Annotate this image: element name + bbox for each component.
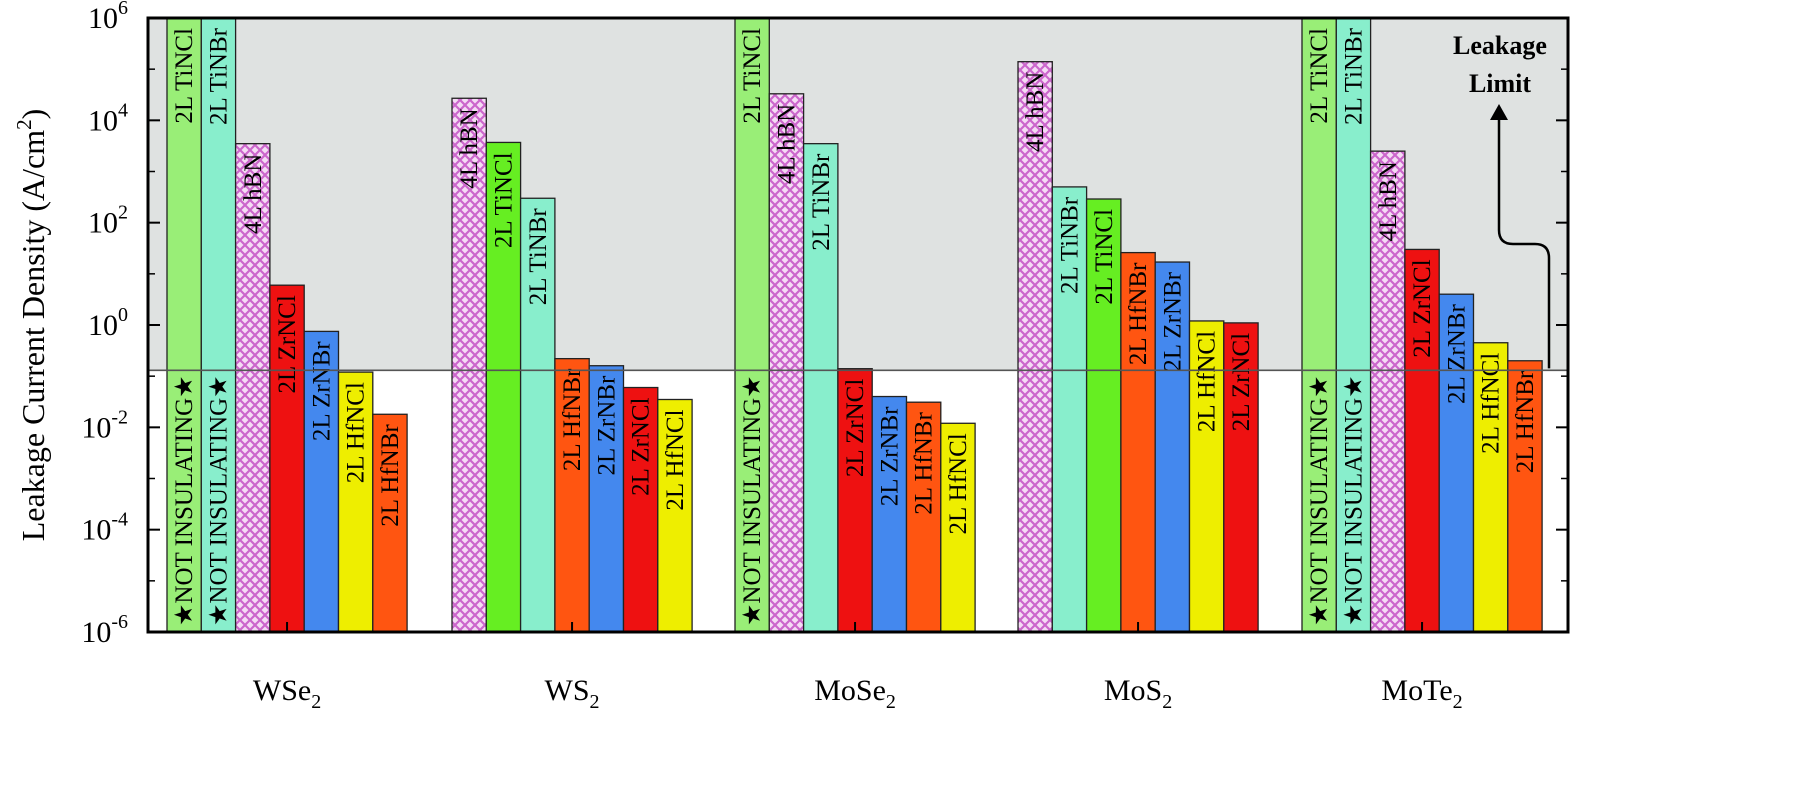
bar	[1223, 322, 1259, 633]
bar	[1369, 150, 1406, 633]
bar-label: 2L TiNBr	[808, 153, 835, 251]
category-label: MoSe2	[814, 674, 896, 713]
category-label: MoTe2	[1381, 674, 1462, 713]
bar	[802, 143, 839, 633]
bar-label: 2L HfNBr	[377, 424, 404, 527]
bar-label: 2L HfNCl	[343, 382, 370, 483]
y-axis-title: Leakage Current Density (A/cm2)	[12, 109, 51, 542]
bar-label: 2L TiNBr	[1340, 27, 1367, 125]
bar	[166, 17, 202, 633]
bar-group-mos2: 4L hBN 2L TiNBr 2L TiNCl 2L HfNBr 2L ZrNBr 2L…	[1017, 61, 1259, 713]
bar-label: 2L HfNCl	[945, 433, 972, 534]
bar	[554, 357, 590, 633]
bar-group-mose2: 2L TiNCl ★NOT INSULATING★ 4L hBN 2L TiNBr 2L…	[734, 17, 976, 713]
bar-label: 4L hBN	[240, 154, 267, 234]
bar-label: 2L ZrNCl	[1409, 259, 1436, 357]
bar-label: 2L TiNCl	[739, 28, 766, 124]
bar	[372, 413, 408, 633]
bar-label: 2L HfNBr	[559, 368, 586, 471]
bar	[837, 368, 873, 633]
not-insulating-label: ★NOT INSULATING★	[205, 375, 232, 626]
not-insulating-label: ★NOT INSULATING★	[1306, 375, 1333, 626]
annotation-limit: Limit	[1469, 69, 1531, 98]
bar-label: 2L ZrNCl	[628, 397, 655, 495]
bar-label: 2L HfNCl	[662, 409, 689, 510]
bar-label: 2L ZrNCl	[1228, 333, 1255, 431]
bar	[1120, 251, 1156, 633]
bar	[303, 330, 340, 633]
bar-label: 2L HfNBr	[1125, 262, 1152, 365]
bar	[768, 93, 805, 633]
bar-label: 4L hBN	[773, 104, 800, 184]
bar-label: 4L hBN	[1375, 161, 1402, 241]
y-tick-label: 10-6	[81, 611, 128, 649]
not-insulating-label: ★NOT INSULATING★	[171, 375, 198, 626]
bar	[1438, 293, 1475, 633]
category-label: WSe2	[253, 674, 321, 713]
bar-group-wse2: 2L TiNCl ★NOT INSULATING★ 2L TiNBr ★NOT INS…	[166, 17, 408, 713]
y-tick-label: 102	[88, 202, 128, 240]
bar	[451, 97, 487, 633]
bar-label: 2L TiNBr	[525, 208, 552, 306]
not-insulating-label: ★NOT INSULATING★	[1340, 375, 1367, 626]
bar-label: 2L TiNCl	[1306, 28, 1333, 124]
bar-label: 2L ZrNCl	[842, 379, 869, 477]
bar	[871, 395, 908, 633]
bar-label: 2L HfNCl	[1478, 353, 1505, 454]
leakage-limit-arrow	[1497, 118, 1551, 369]
annotation-leakage: Leakage	[1453, 31, 1547, 60]
bar-label: 2L HfNCl	[1194, 331, 1221, 432]
bar-label: 2L TiNCl	[171, 28, 198, 124]
bar-label: 2L TiNCl	[490, 152, 517, 248]
bar-label: 2L ZrNBr	[1159, 271, 1186, 371]
bar-label: 2L ZrNBr	[593, 375, 620, 475]
category-label: MoS2	[1104, 674, 1172, 713]
bar	[1404, 248, 1440, 633]
bar-label: 2L ZrNBr	[308, 341, 335, 441]
bar-label: 2L HfNBr	[911, 412, 938, 515]
bar	[1085, 198, 1122, 633]
category-label: WS2	[545, 674, 600, 713]
bar	[269, 284, 305, 633]
bar-label: 2L ZrNBr	[1443, 304, 1470, 404]
bar	[1507, 360, 1543, 633]
y-tick-label: 106	[88, 0, 128, 35]
bar	[234, 143, 271, 633]
bar-label: 2L TiNCl	[1091, 209, 1118, 305]
bar-label: 4L hBN	[1022, 72, 1049, 152]
y-tick-label: 100	[88, 304, 128, 342]
y-tick-label: 10-2	[81, 406, 128, 444]
y-tick-label: 10-4	[81, 509, 128, 547]
bar-label: 2L TiNBr	[205, 27, 232, 125]
not-insulating-label: ★NOT INSULATING★	[739, 375, 766, 626]
bar	[940, 422, 976, 633]
bar-group-ws2: 4L hBN 2L TiNCl 2L TiNBr 2L HfNBr 2L ZrNBr 2L…	[451, 97, 693, 713]
arrow-head-icon	[1490, 104, 1508, 120]
bar-label: 4L hBN	[456, 108, 483, 188]
bar-label: 2L ZrNCl	[274, 295, 301, 393]
bar-label: 2L HfNBr	[1512, 370, 1539, 473]
y-tick-label: 104	[88, 99, 128, 137]
annotation-layer: Leakage Limit	[1453, 31, 1551, 369]
bar	[337, 371, 374, 633]
axes-layer: 106 104 102 100 10-2 10-4 10-6 Leakage Current …	[12, 0, 1568, 649]
bar	[519, 197, 556, 633]
bar	[1335, 17, 1372, 633]
bar	[588, 365, 625, 633]
bar-label: 2L TiNBr	[1056, 196, 1083, 294]
bar	[1154, 261, 1191, 633]
bar-label: 2L ZrNBr	[876, 406, 903, 506]
